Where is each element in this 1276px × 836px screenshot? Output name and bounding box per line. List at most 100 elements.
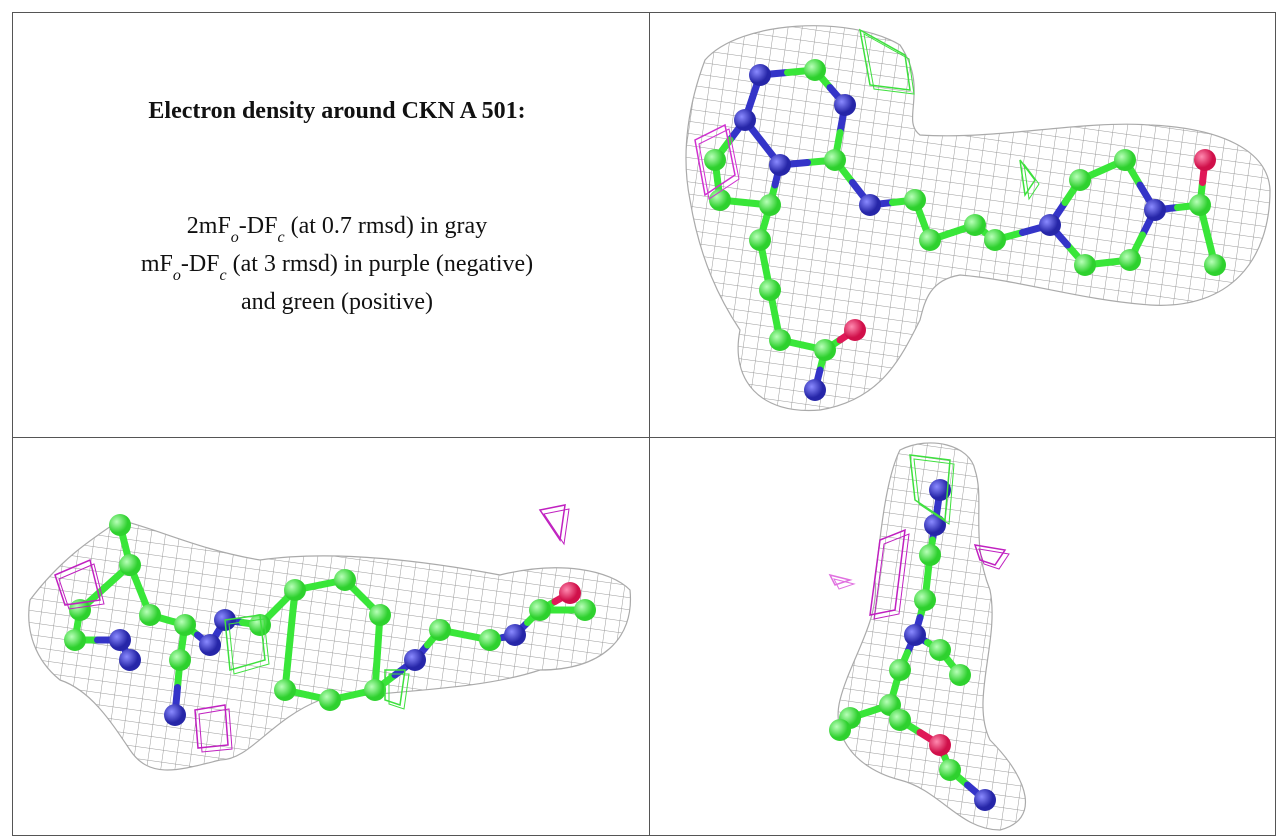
difference-density: [194, 704, 229, 749]
subscript: c: [220, 267, 227, 284]
difference-density: [198, 708, 233, 753]
atom: [199, 634, 221, 656]
molecule: [829, 479, 996, 811]
atom: [284, 579, 306, 601]
atom: [759, 279, 781, 301]
atom: [504, 624, 526, 646]
atom: [759, 194, 781, 216]
difference-density: [828, 573, 853, 586]
molecule: [704, 59, 1226, 401]
difference-density: [58, 563, 105, 610]
atom: [1119, 249, 1141, 271]
atom: [914, 589, 936, 611]
atom: [749, 64, 771, 86]
atom: [919, 229, 941, 251]
difference-density: [978, 548, 1010, 570]
difference-density: [909, 454, 951, 522]
atom: [1204, 254, 1226, 276]
subscript: c: [277, 229, 284, 246]
difference-density: [228, 618, 270, 675]
atom: [709, 189, 731, 211]
atom: [109, 514, 131, 536]
atom: [889, 659, 911, 681]
atom: [949, 664, 971, 686]
atom: [859, 194, 881, 216]
atom: [834, 94, 856, 116]
atom: [1114, 149, 1136, 171]
caption-line: and green (positive): [241, 289, 433, 315]
text-part: -DF: [239, 213, 278, 239]
atom: [904, 624, 926, 646]
atom: [174, 614, 196, 636]
difference-density: [873, 533, 910, 620]
atom: [929, 639, 951, 661]
atom: [64, 629, 86, 651]
atom: [119, 554, 141, 576]
atom: [889, 709, 911, 731]
difference-density: [858, 28, 911, 91]
difference-density: [384, 669, 406, 706]
atom: [479, 629, 501, 651]
molecule-models: [54, 28, 1226, 811]
atom: [69, 599, 91, 621]
difference-density: [973, 544, 1007, 566]
atom: [804, 59, 826, 81]
difference-density: [54, 558, 101, 606]
atom: [274, 679, 296, 701]
atom: [1039, 214, 1061, 236]
difference-density: [913, 458, 955, 525]
atom: [1194, 149, 1216, 171]
atom: [964, 214, 986, 236]
atom: [574, 599, 596, 621]
caption-line: mFo-DFc (at 3 rmsd) in purple (negative): [141, 251, 533, 284]
atom: [109, 629, 131, 651]
atom: [1144, 199, 1166, 221]
atom: [924, 514, 946, 536]
atom: [119, 649, 141, 671]
atom: [734, 109, 756, 131]
atom: [984, 229, 1006, 251]
difference-density: [388, 673, 410, 710]
subscript: o: [231, 229, 239, 246]
atom: [929, 479, 951, 501]
atom: [749, 229, 771, 251]
atom: [164, 704, 186, 726]
difference-density: [224, 614, 266, 671]
atom: [1074, 254, 1096, 276]
text-part: mF: [141, 251, 173, 277]
difference-density: [1019, 159, 1036, 198]
atom: [704, 149, 726, 171]
atom: [919, 544, 941, 566]
difference-density: [863, 33, 915, 95]
difference-density: [869, 528, 906, 616]
text-part: (at 0.7 rmsd) in gray: [285, 213, 488, 239]
atom: [814, 339, 836, 361]
atom: [829, 719, 851, 741]
atom: [844, 319, 866, 341]
atom: [1069, 169, 1091, 191]
atom: [404, 649, 426, 671]
text-part: (at 3 rmsd) in purple (negative): [227, 251, 534, 277]
atom: [559, 582, 581, 604]
difference-density: [538, 504, 566, 543]
atom: [769, 329, 791, 351]
caption-line: 2mFo-DFc (at 0.7 rmsd) in gray: [187, 213, 487, 246]
atom: [364, 679, 386, 701]
atom: [939, 759, 961, 781]
atom: [904, 189, 926, 211]
atom: [824, 149, 846, 171]
molecule: [64, 514, 596, 726]
atom: [319, 689, 341, 711]
atom: [929, 734, 951, 756]
difference-density: [833, 578, 856, 590]
text-part: 2mF: [187, 213, 231, 239]
text-part: -DF: [181, 251, 220, 277]
atom: [1189, 194, 1211, 216]
difference-density: [1023, 163, 1040, 201]
difference-density: [543, 508, 570, 546]
subscript: o: [173, 267, 181, 284]
difference-density: [698, 128, 740, 200]
atom: [139, 604, 161, 626]
